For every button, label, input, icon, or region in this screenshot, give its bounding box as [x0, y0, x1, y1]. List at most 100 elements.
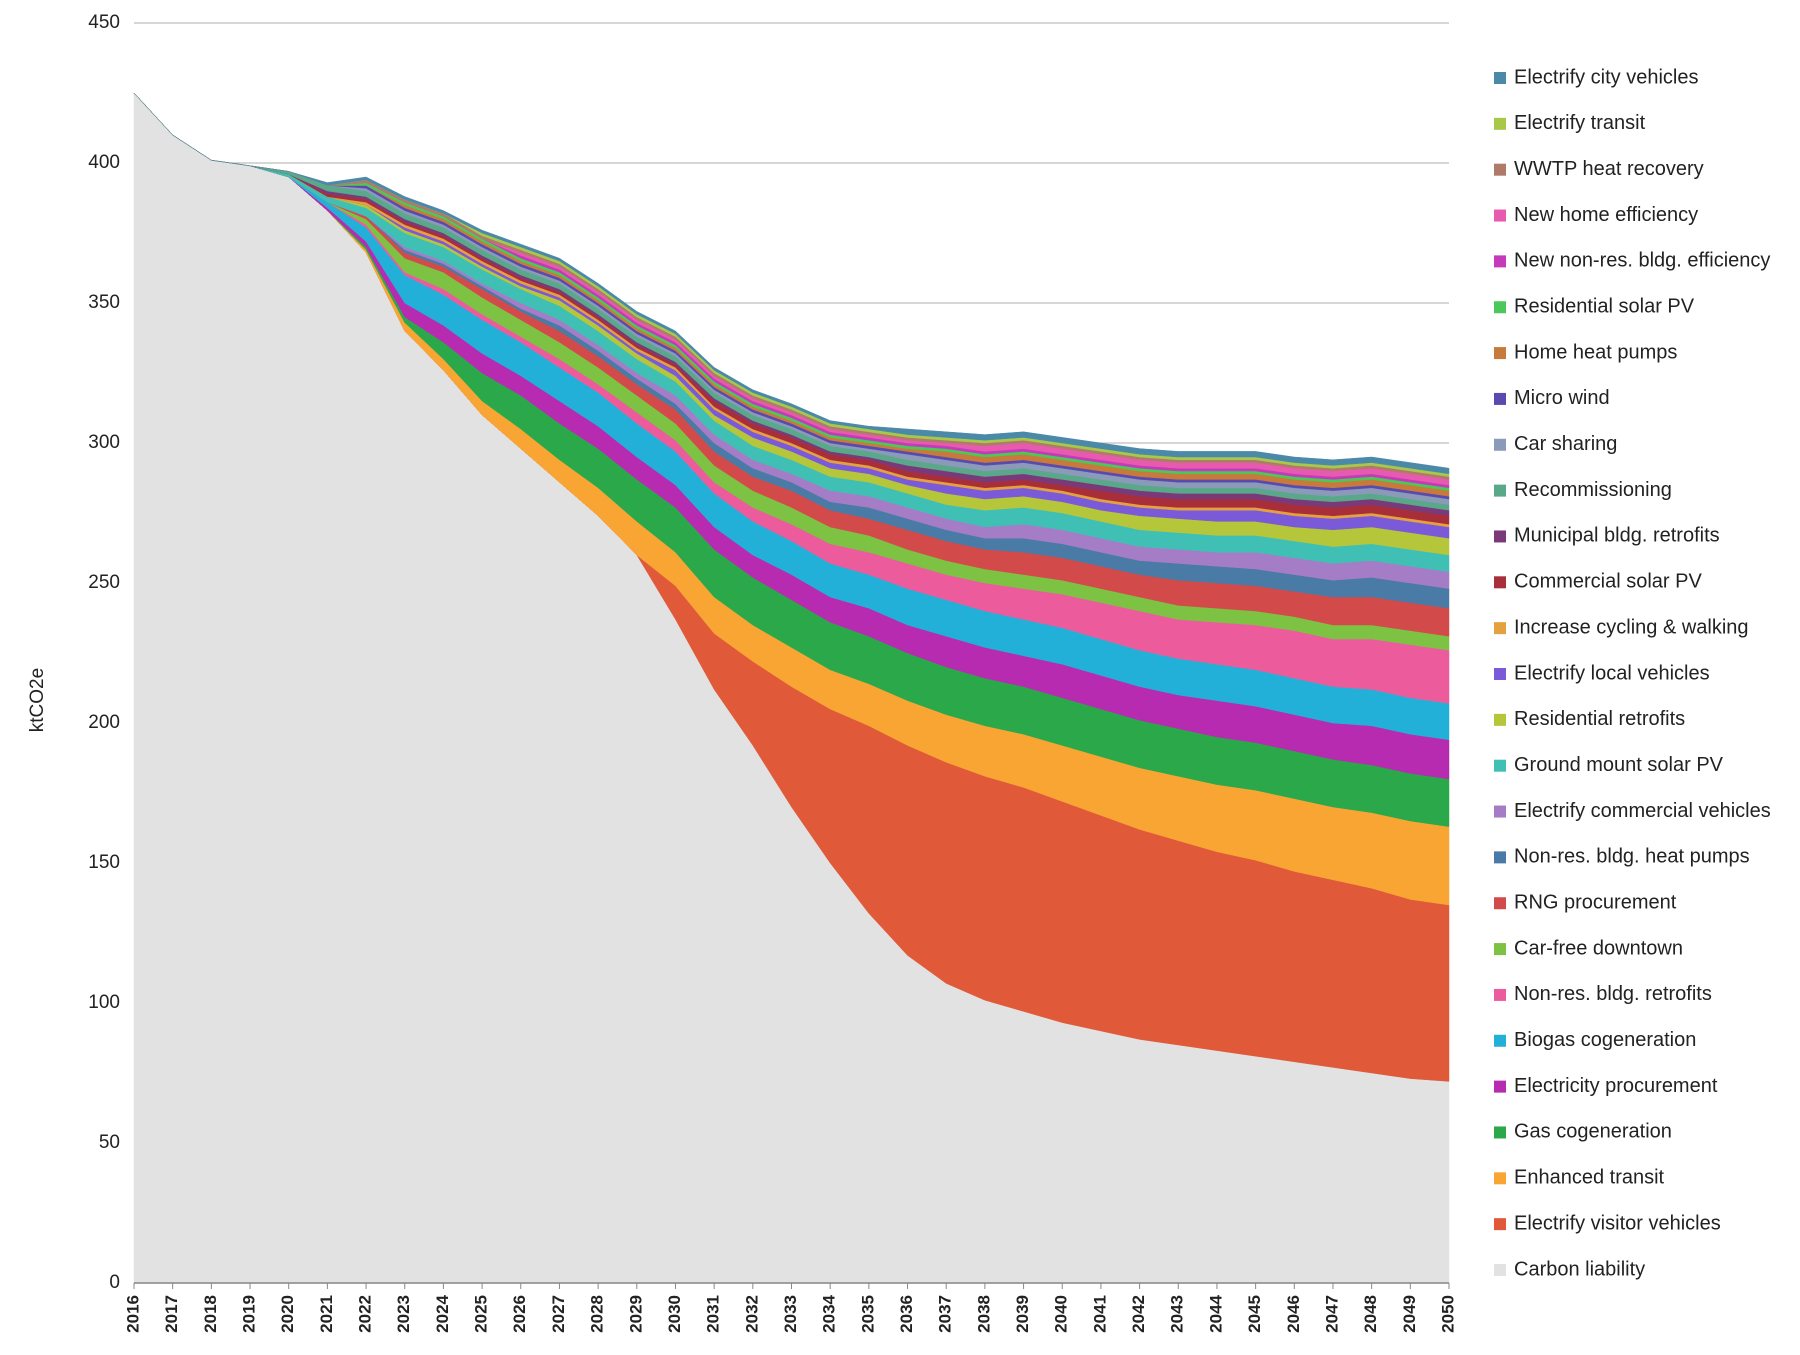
area: [133, 92, 1450, 475]
legend-label: Enhanced transit: [1514, 1167, 1665, 1189]
y-tick-label: 200: [88, 712, 120, 733]
legend-swatch: [1494, 713, 1506, 726]
x-tick-label: 2025: [472, 1295, 491, 1333]
legend-swatch: [1494, 897, 1506, 910]
legend-label: Municipal bldg. retrofits: [1514, 525, 1720, 547]
legend: Carbon liability Electrify visitor vehicl…: [1494, 66, 1771, 1280]
x-tick-label: 2017: [162, 1295, 181, 1333]
legend-swatch: [1494, 1080, 1506, 1093]
legend-label: Gas cogeneration: [1514, 1121, 1672, 1143]
x-tick-label: 2043: [1168, 1295, 1187, 1333]
y-tick-label: 250: [88, 572, 120, 593]
x-tick-label: 2029: [626, 1295, 645, 1333]
legend-swatch: [1494, 163, 1506, 176]
legend-swatch: [1494, 988, 1506, 1001]
legend-label: Car-free downtown: [1514, 937, 1683, 959]
legend-label: New non-res. bldg. efficiency: [1514, 250, 1770, 272]
x-tick-label: 2034: [820, 1294, 839, 1332]
y-axis-label: ktCO2e: [27, 668, 48, 732]
y-tick-label: 300: [88, 432, 120, 453]
legend-label: Electrify commercial vehicles: [1514, 800, 1771, 822]
axes: 0 50 100 150 200 250 300 350 400 450 2016 2017 2018 2…: [88, 12, 1457, 1333]
legend-swatch: [1494, 805, 1506, 818]
legend-label: Micro wind: [1514, 387, 1610, 409]
x-tick-label: 2036: [897, 1295, 916, 1333]
x-tick-label: 2040: [1052, 1295, 1071, 1333]
x-tick-label: 2047: [1322, 1295, 1341, 1333]
x-tick-label: 2020: [278, 1295, 297, 1333]
legend-label: New home efficiency: [1514, 204, 1698, 226]
y-tick-label: 400: [88, 152, 120, 173]
legend-label: Residential solar PV: [1514, 296, 1695, 318]
legend-label: Non-res. bldg. retrofits: [1514, 983, 1712, 1005]
x-tick-label: 2035: [858, 1295, 877, 1333]
x-tick-label: 2019: [240, 1295, 259, 1333]
legend-label: Car sharing: [1514, 433, 1617, 455]
y-tick-label: 450: [88, 12, 120, 33]
legend-swatch: [1494, 438, 1506, 451]
legend-swatch: [1494, 1126, 1506, 1139]
x-tick-label: 2023: [394, 1295, 413, 1333]
y-tick-label: 100: [88, 992, 120, 1013]
legend-label: Residential retrofits: [1514, 708, 1685, 730]
x-tick-label: 2041: [1090, 1295, 1109, 1333]
x-tick-label: 2038: [974, 1295, 993, 1333]
x-tick-label: 2049: [1400, 1295, 1419, 1333]
legend-swatch: [1494, 209, 1506, 222]
x-tick-label: 2030: [665, 1295, 684, 1333]
legend-swatch: [1494, 668, 1506, 680]
y-tick-label: 50: [99, 1132, 120, 1153]
x-tick-label: 2039: [1013, 1295, 1032, 1333]
x-tick-label: 2033: [781, 1295, 800, 1333]
y-tick-label: 350: [88, 292, 120, 313]
legend-label: Home heat pumps: [1514, 341, 1677, 363]
x-tick-label: 2048: [1361, 1295, 1380, 1333]
x-tick-label: 2050: [1438, 1295, 1457, 1333]
legend-swatch: [1494, 851, 1506, 864]
x-tick-label: 2027: [549, 1295, 568, 1333]
legend-swatch: [1494, 392, 1506, 405]
legend-swatch: [1494, 1264, 1506, 1276]
legend-label: Electrify visitor vehicles: [1514, 1212, 1721, 1234]
legend-label: Electrify local vehicles: [1514, 662, 1710, 684]
x-tick-label: 2046: [1284, 1295, 1303, 1333]
legend-label: Electrify transit: [1514, 112, 1646, 134]
x-tick-label: 2022: [356, 1295, 375, 1333]
legend-swatch: [1494, 1034, 1506, 1047]
legend-label: Ground mount solar PV: [1514, 754, 1724, 776]
legend-swatch: [1494, 530, 1506, 543]
legend-label: Recommissioning: [1514, 479, 1672, 501]
legend-swatch: [1494, 759, 1506, 772]
x-tick-label: 2024: [433, 1294, 452, 1332]
legend-swatch: [1494, 1218, 1506, 1231]
legend-label: RNG procurement: [1514, 892, 1677, 914]
legend-label: Commercial solar PV: [1514, 571, 1702, 593]
legend-label: Electrify city vehicles: [1514, 66, 1699, 88]
legend-label: Increase cycling & walking: [1514, 616, 1749, 638]
legend-swatch: [1494, 72, 1506, 84]
legend-label: Non-res. bldg. heat pumps: [1514, 846, 1750, 868]
legend-swatch: [1494, 301, 1506, 314]
legend-label: WWTP heat recovery: [1514, 158, 1704, 180]
x-tick-label: 2032: [742, 1295, 761, 1333]
legend-swatch: [1494, 943, 1506, 956]
legend-swatch: [1494, 347, 1506, 360]
legend-swatch: [1494, 576, 1506, 589]
x-tick-label: 2018: [201, 1295, 220, 1333]
legend-swatch: [1494, 622, 1506, 635]
x-tick-label: 2016: [123, 1295, 142, 1333]
legend-swatch: [1494, 117, 1506, 130]
legend-swatch: [1494, 484, 1506, 497]
x-tick-label: 2028: [588, 1295, 607, 1333]
legend-label: Electricity procurement: [1514, 1075, 1718, 1097]
x-tick-label: 2021: [317, 1295, 336, 1333]
y-tick-label: 0: [109, 1272, 120, 1293]
x-tick-label: 2044: [1206, 1294, 1225, 1332]
x-tick-label: 2026: [510, 1295, 529, 1333]
legend-label: Carbon liability: [1514, 1258, 1645, 1280]
legend-label: Biogas cogeneration: [1514, 1029, 1696, 1051]
x-tick-label: 2042: [1129, 1295, 1148, 1333]
x-tick-label: 2031: [704, 1295, 723, 1333]
legend-swatch: [1494, 255, 1506, 268]
